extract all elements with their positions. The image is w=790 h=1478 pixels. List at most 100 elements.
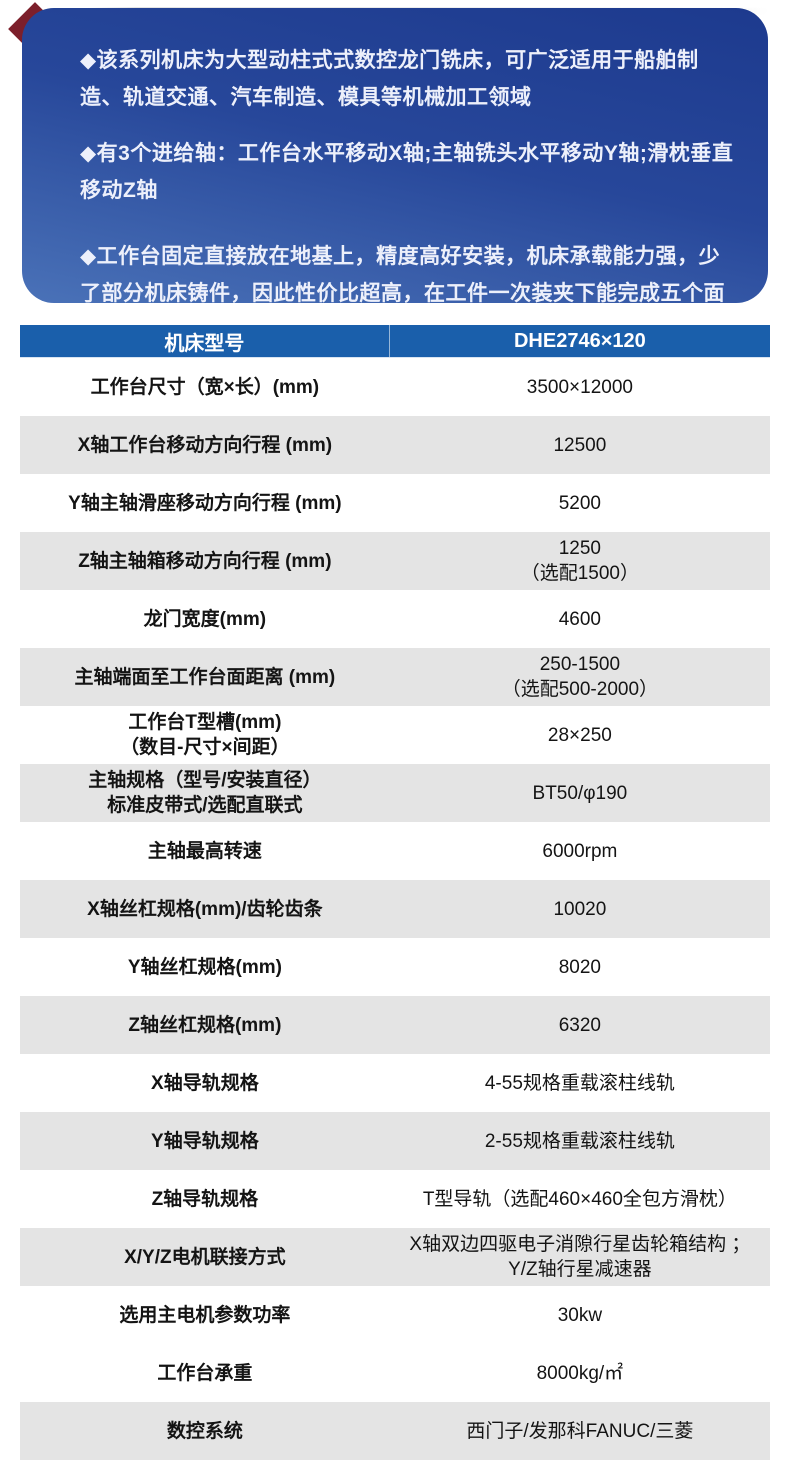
spec-header-model-value: DHE2746×120	[513, 329, 646, 352]
spec-row-10: Y轴丝杠规格(mm) 8020	[20, 938, 770, 996]
spec-row-5-value-line: 250-1500	[539, 654, 621, 675]
spec-row-6-label-line: 工作台T型槽(mm)	[128, 712, 282, 733]
spec-row-9-value: 10020	[390, 880, 770, 938]
spec-row-15-label: X/Y/Z电机联接方式	[20, 1228, 390, 1286]
spec-table-body: 工作台尺寸（宽×长）(mm) 3500×12000 X轴工作台移动方向行程 (mm)…	[20, 358, 770, 1460]
spec-row-9: X轴丝杠规格(mm)/齿轮齿条 10020	[20, 880, 770, 938]
intro-card: ◆该系列机床为大型动柱式式数控龙门铣床，可广泛适用于船舶制造、轨道交通、汽车制造…	[22, 8, 768, 303]
spec-row-6: 工作台T型槽(mm) （数目-尺寸×间距） 28×250	[20, 706, 770, 764]
spec-row-17-label-line: 工作台承重	[157, 1362, 253, 1384]
spec-row-5-value-line: （选配500-2000）	[501, 679, 659, 700]
spec-row-2-value-line: 5200	[558, 492, 602, 514]
spec-row-17-value-line: 8000kg/㎡	[536, 1362, 624, 1384]
spec-row-14-label: Z轴导轨规格	[20, 1170, 390, 1228]
spec-row-15-value: X轴双边四驱电子消隙行星齿轮箱结构 ；Y/Z轴行星减速器	[390, 1228, 770, 1286]
spec-row-8-label-line: 主轴最高转速	[147, 840, 262, 862]
spec-row-14: Z轴导轨规格 T型导轨（选配460×460全包方滑枕）	[20, 1170, 770, 1228]
spec-row-3-value-line: 1250	[558, 538, 602, 559]
spec-table: 机床型号 DHE2746×120 工作台尺寸（宽×长）(mm) 3500×1200…	[20, 325, 770, 1460]
spec-row-15-value-line: X轴双边四驱电子消隙行星齿轮箱结构 ；Y/Z轴行星减速器	[409, 1234, 751, 1280]
spec-row-0-label: 工作台尺寸（宽×长）(mm)	[20, 358, 390, 416]
spec-row-12-value-line: 4-55规格重载滚柱线轨	[484, 1072, 675, 1094]
spec-row-4-value-line: 4600	[558, 608, 602, 630]
spec-row-7-label: 主轴规格（型号/安装直径） 标准皮带式/选配直联式	[20, 764, 390, 822]
spec-row-1-label-line: X轴工作台移动方向行程 (mm)	[77, 434, 333, 456]
spec-row-0: 工作台尺寸（宽×长）(mm) 3500×12000	[20, 358, 770, 416]
spec-row-1-label: X轴工作台移动方向行程 (mm)	[20, 416, 390, 474]
spec-row-15: X/Y/Z电机联接方式 X轴双边四驱电子消隙行星齿轮箱结构 ；Y/Z轴行星减速器	[20, 1228, 770, 1286]
spec-row-13-label-line: Y轴导轨规格	[151, 1130, 259, 1152]
intro-bullet-3: ◆工作台固定直接放在地基上，精度高好安装，机床承载能力强，少了部分机床铸件，因此…	[80, 245, 725, 303]
spec-row-18-label-line: 数控系统	[166, 1420, 243, 1442]
spec-row-8-label: 主轴最高转速	[20, 822, 390, 880]
spec-row-7-label-line: 主轴规格（型号/安装直径）	[88, 770, 322, 791]
spec-row-18-label: 数控系统	[20, 1402, 390, 1460]
spec-row-16-label-line: 选用主电机参数功率	[119, 1304, 291, 1326]
spec-row-13-value: 2-55规格重载滚柱线轨	[390, 1112, 770, 1170]
spec-row-1-value-line: 12500	[553, 434, 607, 456]
spec-row-13: Y轴导轨规格 2-55规格重载滚柱线轨	[20, 1112, 770, 1170]
spec-row-0-label-line: 工作台尺寸（宽×长）(mm)	[90, 376, 320, 398]
spec-row-14-value-line: T型导轨（选配460×460全包方滑枕）	[422, 1188, 737, 1210]
spec-row-2-label: Y轴主轴滑座移动方向行程 (mm)	[20, 474, 390, 532]
spec-header-model-label: 机床型号	[20, 325, 390, 357]
spec-row-12-label-line: X轴导轨规格	[151, 1072, 259, 1094]
spec-row-16: 选用主电机参数功率 30kw	[20, 1286, 770, 1344]
spec-row-4: 龙门宽度(mm) 4600	[20, 590, 770, 648]
spec-row-11-label-line: Z轴丝杠规格(mm)	[128, 1014, 282, 1036]
spec-row-11-label: Z轴丝杠规格(mm)	[20, 996, 390, 1054]
spec-row-2-label-line: Y轴主轴滑座移动方向行程 (mm)	[68, 492, 342, 514]
spec-row-0-value-line: 3500×12000	[526, 376, 633, 398]
spec-row-4-label: 龙门宽度(mm)	[20, 590, 390, 648]
spec-row-6-value: 28×250	[390, 706, 770, 764]
spec-row-14-label-line: Z轴导轨规格	[151, 1188, 259, 1210]
spec-row-5-label: 主轴端面至工作台面距离 (mm)	[20, 648, 390, 706]
spec-row-16-value: 30kw	[390, 1286, 770, 1344]
intro-panel: ◆该系列机床为大型动柱式式数控龙门铣床，可广泛适用于船舶制造、轨道交通、汽车制造…	[8, 2, 768, 303]
spec-row-6-label-line: （数目-尺寸×间距）	[120, 737, 290, 758]
spec-row-12: X轴导轨规格 4-55规格重载滚柱线轨	[20, 1054, 770, 1112]
spec-row-11: Z轴丝杠规格(mm) 6320	[20, 996, 770, 1054]
spec-row-10-label-line: Y轴丝杠规格(mm)	[127, 956, 282, 978]
spec-row-3-value-line: （选配1500）	[520, 563, 640, 584]
spec-row-11-value: 6320	[390, 996, 770, 1054]
spec-row-2-value: 5200	[390, 474, 770, 532]
spec-row-17-value: 8000kg/㎡	[390, 1344, 770, 1402]
spec-row-0-value: 3500×12000	[390, 358, 770, 416]
spec-row-17: 工作台承重 8000kg/㎡	[20, 1344, 770, 1402]
spec-row-9-label-line: X轴丝杠规格(mm)/齿轮齿条	[87, 898, 323, 920]
spec-row-6-label: 工作台T型槽(mm) （数目-尺寸×间距）	[20, 706, 390, 764]
spec-row-7: 主轴规格（型号/安装直径） 标准皮带式/选配直联式 BT50/φ190	[20, 764, 770, 822]
spec-row-18-value-line: 西门子/发那科FANUC/三菱	[466, 1420, 694, 1442]
spec-row-13-label: Y轴导轨规格	[20, 1112, 390, 1170]
spec-row-15-label-line: X/Y/Z电机联接方式	[124, 1246, 286, 1268]
intro-bullet-1: ◆该系列机床为大型动柱式式数控龙门铣床，可广泛适用于船舶制造、轨道交通、汽车制造…	[80, 49, 699, 109]
spec-row-4-value: 4600	[390, 590, 770, 648]
spec-row-8-value-line: 6000rpm	[542, 840, 618, 862]
spec-row-7-value-line: BT50/φ190	[532, 782, 628, 804]
spec-row-1: X轴工作台移动方向行程 (mm) 12500	[20, 416, 770, 474]
spec-row-5-value: 250-1500 （选配500-2000）	[390, 648, 770, 706]
spec-row-12-label: X轴导轨规格	[20, 1054, 390, 1112]
spec-row-7-value: BT50/φ190	[390, 764, 770, 822]
spec-row-3-value: 1250 （选配1500）	[390, 532, 770, 590]
spec-row-11-value-line: 6320	[558, 1014, 602, 1036]
spec-row-8-value: 6000rpm	[390, 822, 770, 880]
spec-row-13-value-line: 2-55规格重载滚柱线轨	[484, 1130, 675, 1152]
spec-row-3-label-line: Z轴主轴箱移动方向行程 (mm)	[78, 550, 332, 572]
spec-row-5: 主轴端面至工作台面距离 (mm) 250-1500 （选配500-2000）	[20, 648, 770, 706]
spec-row-10-value-line: 8020	[558, 956, 602, 978]
spec-row-12-value: 4-55规格重载滚柱线轨	[390, 1054, 770, 1112]
spec-row-16-label: 选用主电机参数功率	[20, 1286, 390, 1344]
spec-row-3-label: Z轴主轴箱移动方向行程 (mm)	[20, 532, 390, 590]
spec-row-10-label: Y轴丝杠规格(mm)	[20, 938, 390, 996]
spec-row-4-label-line: 龙门宽度(mm)	[143, 608, 267, 630]
spec-row-7-label-line: 标准皮带式/选配直联式	[107, 795, 303, 816]
spec-row-17-label: 工作台承重	[20, 1344, 390, 1402]
spec-row-5-label-line: 主轴端面至工作台面距离 (mm)	[74, 666, 336, 688]
spec-row-18: 数控系统 西门子/发那科FANUC/三菱	[20, 1402, 770, 1460]
spec-row-16-value-line: 30kw	[557, 1304, 603, 1326]
intro-bullet-2: ◆有3个进给轴：工作台水平移动X轴;主轴铣头水平移动Y轴;滑枕垂直移动Z轴	[80, 142, 734, 202]
spec-row-9-label: X轴丝杠规格(mm)/齿轮齿条	[20, 880, 390, 938]
